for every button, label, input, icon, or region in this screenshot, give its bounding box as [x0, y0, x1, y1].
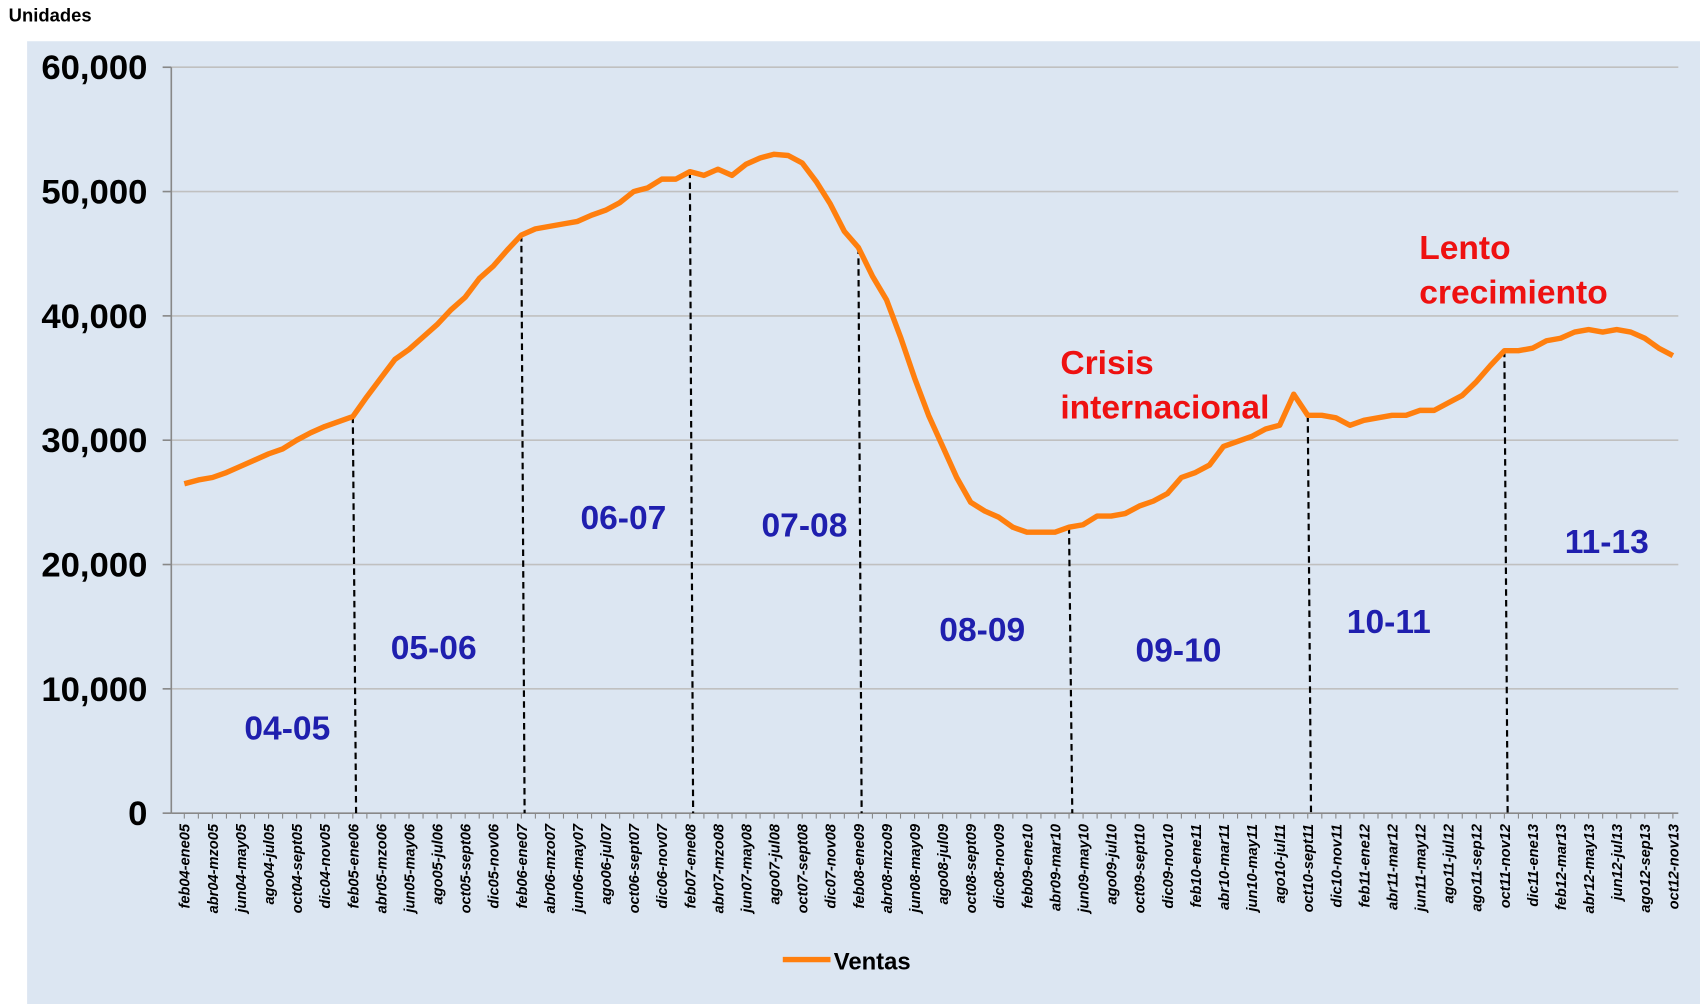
- x-tick-label: jun09-may10: [1077, 824, 1093, 915]
- x-tick-label: feb04-ene05: [178, 823, 194, 908]
- x-tick-label: jun08-may09: [908, 823, 924, 914]
- period-label: 04-05: [244, 710, 330, 747]
- x-tick-label: oct04-sept05: [290, 823, 306, 913]
- x-tick-label: feb11-ene12: [1357, 824, 1373, 907]
- period-label: 06-07: [580, 500, 666, 537]
- x-tick-label: jun07-may08: [739, 823, 755, 914]
- period-label: 05-06: [391, 630, 477, 667]
- x-tick-label: abr04-mzo05: [206, 823, 222, 913]
- x-tick-label: ago08-jul09: [936, 823, 952, 904]
- x-tick-label: feb12-mar13: [1554, 824, 1570, 910]
- x-tick-label: oct11-nov12: [1498, 824, 1514, 908]
- x-tick-label: jun10-may11: [1245, 824, 1261, 914]
- x-tick-label: ago09-jul10: [1105, 824, 1121, 904]
- x-tick-label: abr11-mar12: [1385, 824, 1401, 910]
- x-tick-label: jun06-may07: [571, 823, 587, 914]
- x-tick-label: ago12-sep13: [1638, 824, 1654, 913]
- y-axis-label: Unidades: [9, 5, 92, 26]
- y-tick-label: 60,000: [41, 49, 147, 87]
- x-tick-label: ago10-jul11: [1273, 824, 1289, 903]
- x-tick-label: ago11-jul12: [1442, 824, 1458, 903]
- y-tick-label: 30,000: [41, 422, 147, 460]
- plot-background: [27, 41, 1700, 1004]
- x-tick-label: oct06-sept07: [627, 823, 643, 913]
- x-tick-label: feb07-ene08: [683, 823, 699, 908]
- x-tick-label: oct09-sept10: [1133, 824, 1149, 913]
- x-tick-label: dic05-nov06: [487, 823, 503, 908]
- x-tick-label: oct07-sept08: [796, 823, 812, 913]
- x-tick-label: dic06-nov07: [655, 823, 671, 908]
- x-tick-label: dic10-nov11: [1329, 824, 1345, 907]
- y-tick-label: 20,000: [41, 546, 147, 584]
- y-tick-label: 10,000: [41, 671, 147, 709]
- x-tick-label: jun04-may05: [234, 823, 250, 914]
- x-tick-label: feb06-ene07: [515, 823, 531, 908]
- x-tick-label: feb05-ene06: [346, 823, 362, 908]
- period-divider: [688, 171, 695, 814]
- period-label: 07-08: [762, 508, 848, 545]
- x-tick-label: abr12-may13: [1582, 824, 1598, 913]
- legend-label: Ventas: [834, 948, 911, 975]
- period-divider: [857, 247, 863, 814]
- series-line: [183, 151, 1675, 535]
- x-tick-label: dic11-ene13: [1526, 824, 1542, 907]
- x-tick-label: abr06-mzo07: [543, 823, 559, 913]
- x-tick-label: dic08-nov09: [992, 823, 1008, 908]
- x-tick-label: dic07-nov08: [824, 823, 840, 908]
- x-tick-label: oct10-sept11: [1301, 824, 1317, 912]
- y-tick-label: 50,000: [41, 173, 147, 211]
- x-tick-label: oct12-nov13: [1666, 824, 1682, 909]
- annotation: crecimiento: [1419, 275, 1608, 312]
- x-tick-label: oct08-sept09: [964, 823, 980, 913]
- period-divider: [1306, 415, 1313, 814]
- period-label: 09-10: [1136, 632, 1222, 669]
- x-tick-label: ago07-jul08: [768, 823, 784, 904]
- x-tick-label: dic04-nov05: [318, 823, 334, 908]
- x-tick-label: abr09-mar10: [1048, 824, 1064, 911]
- annotation: internacional: [1060, 390, 1269, 427]
- x-tick-label: ago04-jul05: [262, 823, 278, 904]
- x-tick-label: jun12-jul13: [1610, 824, 1626, 902]
- period-divider: [1067, 527, 1074, 814]
- period-label: 08-09: [939, 612, 1025, 649]
- annotation: Crisis: [1060, 345, 1153, 382]
- x-tick-label: ago05-jul06: [431, 823, 447, 904]
- period-label: 11-13: [1565, 524, 1649, 561]
- y-tick-label: 0: [128, 795, 147, 833]
- period-divider: [351, 416, 358, 814]
- x-tick-label: jun11-may12: [1414, 824, 1430, 914]
- x-tick-label: abr05-mzo06: [374, 823, 390, 913]
- period-divider: [1503, 350, 1509, 814]
- x-tick-label: feb09-ene10: [1020, 824, 1036, 909]
- x-tick-label: abr07-mzo08: [711, 823, 727, 913]
- x-tick-label: ago11-sep12: [1470, 824, 1486, 912]
- x-tick-label: ago06-jul07: [599, 823, 615, 904]
- x-tick-label: dic09-nov10: [1161, 824, 1177, 909]
- x-tick-label: abr10-mar11: [1217, 824, 1233, 910]
- x-tick-label: jun05-may06: [402, 823, 418, 914]
- y-tick-label: 40,000: [41, 298, 147, 336]
- annotation: Lento: [1419, 230, 1510, 267]
- period-label: 10-11: [1347, 604, 1431, 641]
- x-tick-label: abr08-mzo09: [880, 823, 896, 913]
- x-tick-label: oct05-sept06: [459, 823, 475, 913]
- period-divider: [520, 235, 526, 814]
- x-tick-label: feb10-ene11: [1189, 824, 1205, 907]
- x-tick-label: feb08-ene09: [852, 823, 868, 908]
